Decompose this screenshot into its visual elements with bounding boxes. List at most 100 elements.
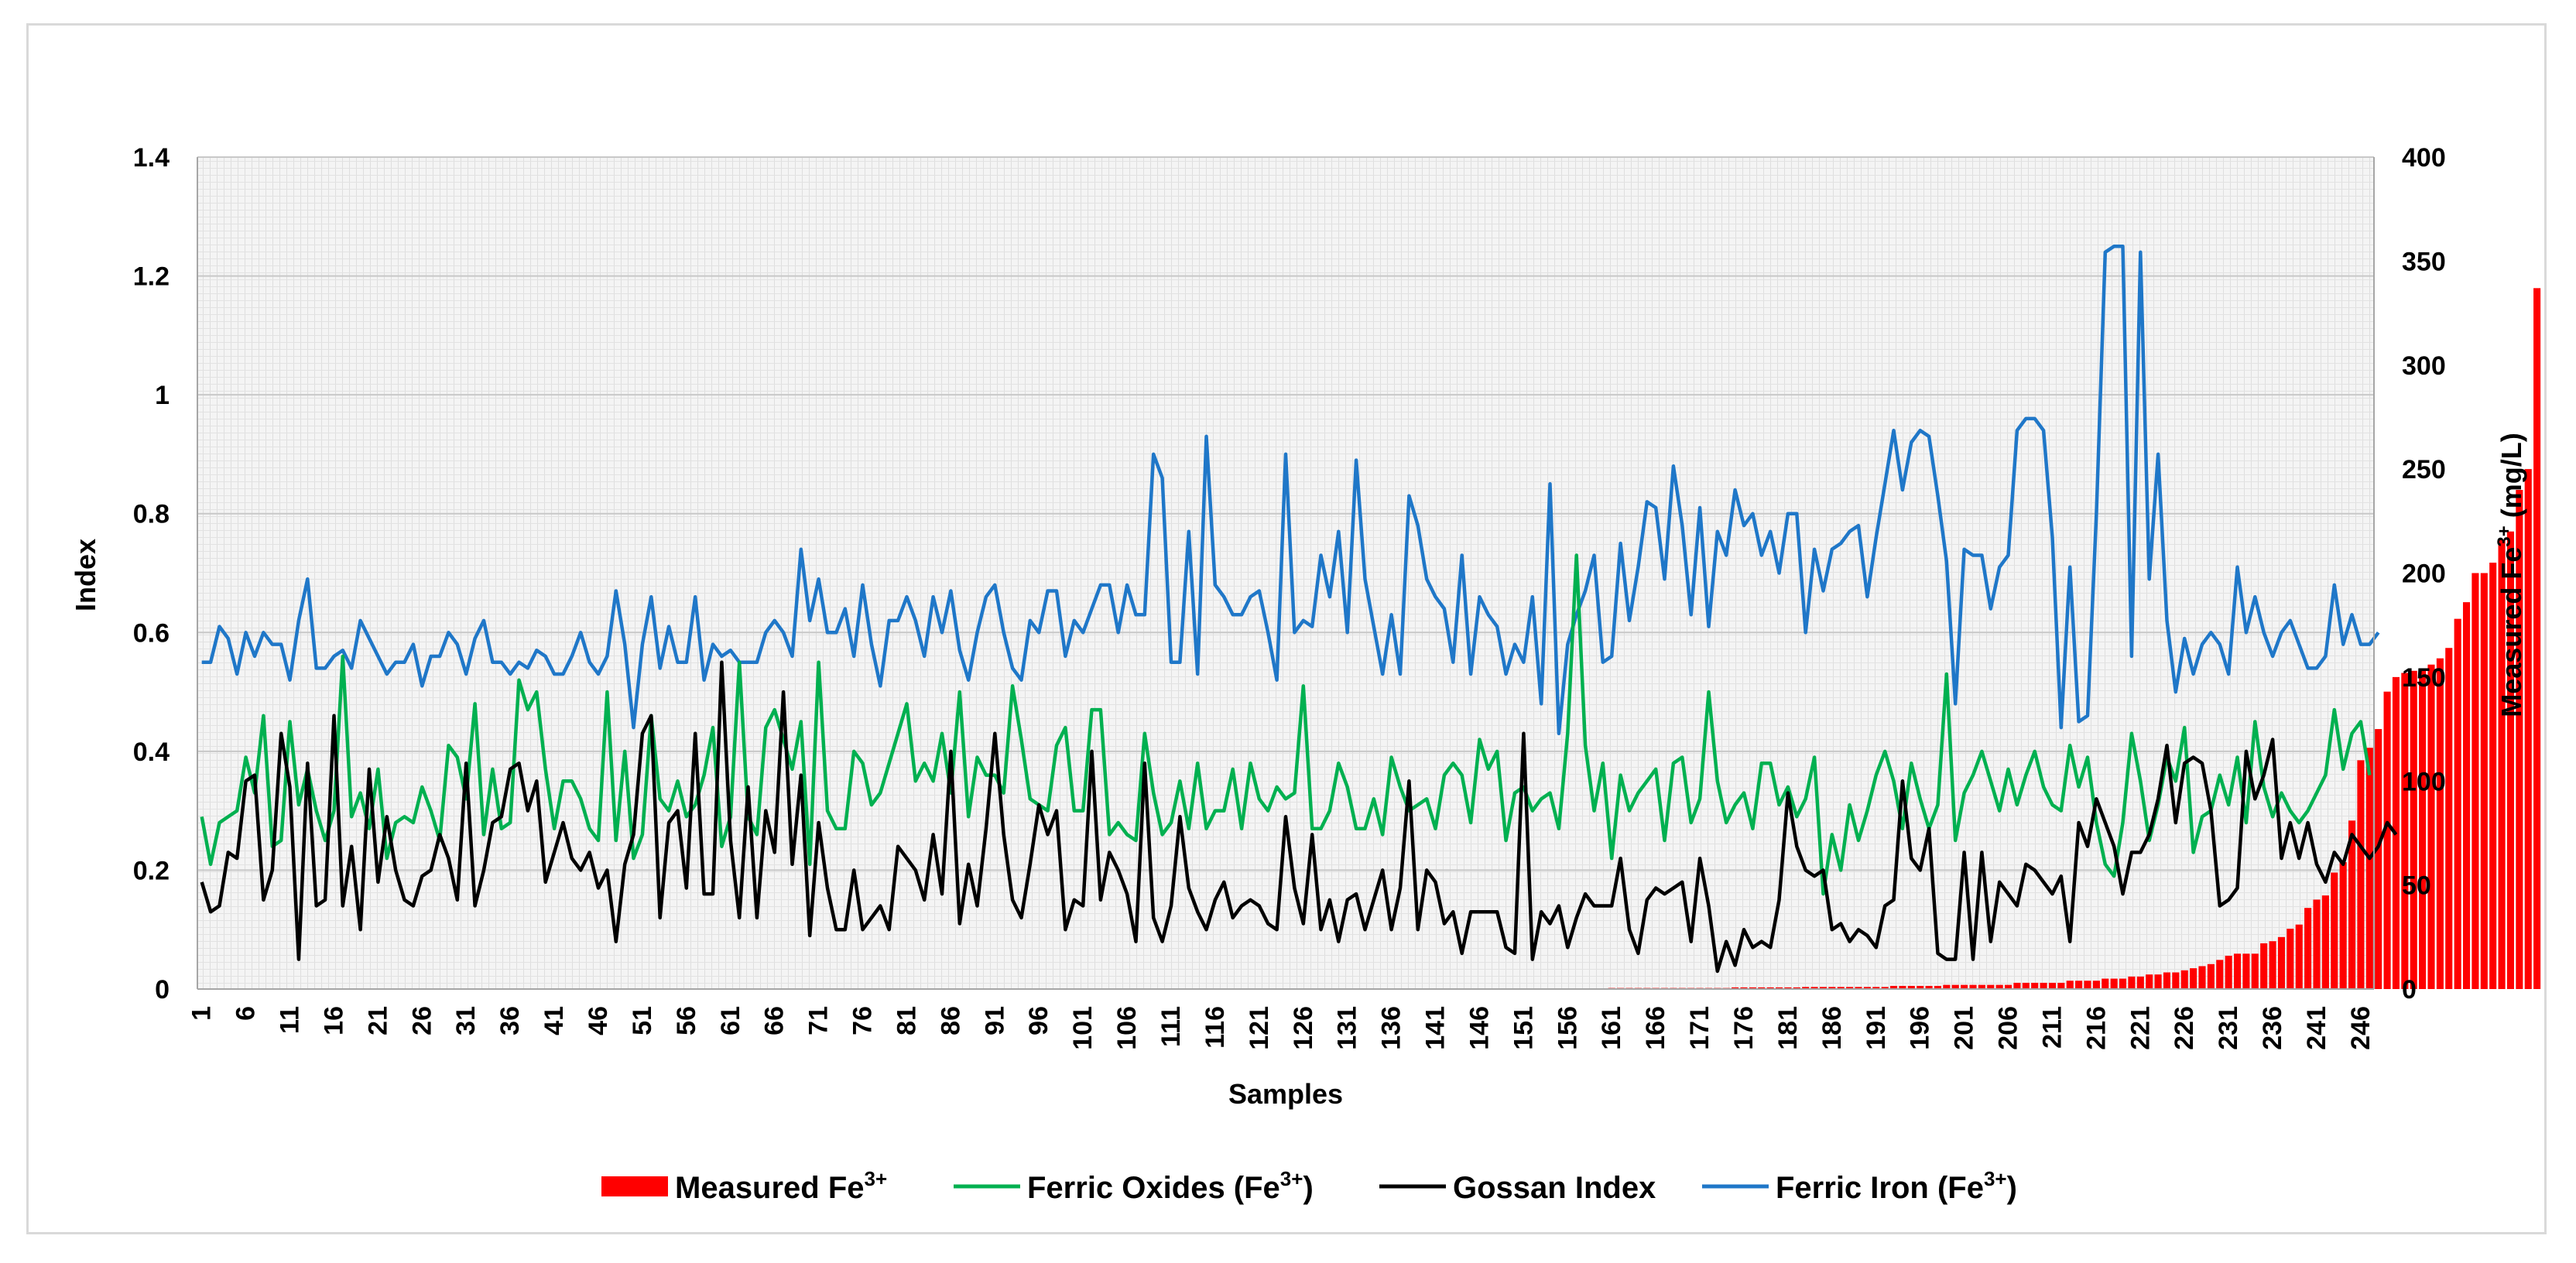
bar-sample-198	[1934, 985, 1942, 989]
bar-sample-209	[2031, 982, 2039, 989]
bar-sample-242	[2321, 895, 2329, 989]
y2-title-units: (mg/L)	[2496, 433, 2527, 525]
y2-tick-label: 350	[2402, 247, 2446, 276]
bar-sample-196	[1917, 985, 1924, 989]
bar-sample-231	[2225, 956, 2232, 989]
x-tick-label: 201	[1950, 1006, 1979, 1050]
x-tick-label: 16	[320, 1006, 349, 1035]
x-tick-label: 21	[363, 1006, 392, 1035]
y-tick-label: 0.2	[133, 856, 170, 885]
bar-sample-234	[2251, 953, 2259, 989]
series-line-gossan-index	[200, 660, 2398, 974]
bar-sample-226	[2180, 970, 2188, 989]
bar-sample-263	[2506, 531, 2515, 989]
bar-sample-191	[1872, 987, 1880, 989]
y2-tick-label: 300	[2402, 351, 2446, 381]
x-tick-label: 151	[1509, 1006, 1538, 1050]
x-tick-label: 91	[980, 1006, 1009, 1035]
x-tick-label: 236	[2258, 1006, 2287, 1050]
bar-sample-252	[2410, 670, 2417, 989]
bar-sample-258	[2462, 602, 2471, 989]
legend: Measured Fe3+ Ferric Oxides (Fe3+) Gossa…	[601, 1167, 2017, 1205]
bar-sample-221	[2136, 976, 2144, 989]
bar-sample-243	[2331, 872, 2338, 989]
x-tick-label: 6	[231, 1006, 261, 1021]
x-tick-label: 241	[2302, 1006, 2331, 1050]
x-tick-label: 226	[2170, 1006, 2199, 1050]
x-tick-label: 231	[2214, 1006, 2243, 1050]
x-tick-label: 26	[407, 1006, 437, 1035]
x-tick-label: 246	[2346, 1006, 2376, 1050]
x-tick-label: 221	[2126, 1006, 2155, 1050]
bar-sample-178	[1758, 987, 1766, 989]
bar-sample-265	[2524, 469, 2532, 989]
bar-sample-239	[2295, 924, 2303, 989]
bar-sample-236	[2269, 941, 2276, 989]
bar-sample-180	[1775, 987, 1783, 989]
bar-sample-264	[2516, 490, 2523, 989]
bar-sample-222	[2146, 974, 2153, 989]
bar-sample-260	[2480, 573, 2488, 989]
y-axis-ticks: 0 0.2 0.4 0.6 0.8 1 1.2 1.4	[133, 143, 170, 1005]
bar-sample-190	[1863, 987, 1871, 989]
bar-sample-181	[1784, 987, 1792, 989]
y2-tick-label: 0	[2402, 975, 2417, 1005]
bar-sample-244	[2339, 862, 2347, 989]
chart-canvas: 0 0.2 0.4 0.6 0.8 1 1.2 1.4 0 50 100 150 200 250 300 3…	[70, 143, 2541, 1205]
bar-sample-224	[2163, 972, 2171, 989]
y-tick-label: 0.8	[133, 500, 170, 529]
bar-sample-176	[1740, 987, 1748, 989]
bar-sample-266	[2533, 288, 2541, 989]
legend-label-ferric-iron: Ferric Iron (Fe3+)	[1776, 1167, 2017, 1205]
x-tick-label: 11	[276, 1006, 305, 1034]
x-tick-label: 191	[1862, 1006, 1891, 1050]
bar-sample-188	[1846, 987, 1854, 989]
y2-tick-label: 150	[2402, 663, 2446, 693]
bar-sample-229	[2207, 964, 2215, 989]
bar-sample-179	[1766, 987, 1774, 989]
x-tick-label: 141	[1421, 1006, 1451, 1050]
bar-sample-186	[1828, 987, 1836, 989]
bar-sample-193	[1889, 985, 1898, 989]
bar-sample-200	[1951, 984, 1959, 989]
y2-tick-label: 100	[2402, 767, 2446, 796]
x-tick-label: 86	[936, 1006, 965, 1035]
x-tick-label: 36	[495, 1006, 525, 1035]
x-tick-label: 81	[892, 1006, 922, 1035]
y-tick-label: 1.4	[133, 143, 170, 173]
bar-sample-262	[2498, 539, 2506, 989]
legend-label-gossan-index: Gossan Index	[1453, 1171, 1656, 1205]
bar-sample-203	[1978, 984, 1985, 989]
x-tick-label: 126	[1289, 1006, 1318, 1050]
x-axis-ticks: 1 6 11 16 21 26 31 36 41 46 51 56 61 66 71 76 81 86 91 96 10…	[187, 1006, 2376, 1050]
y2-tick-label: 400	[2402, 143, 2446, 173]
x-tick-label: 41	[540, 1006, 569, 1035]
x-tick-label: 211	[2038, 1006, 2067, 1049]
x-tick-label: 121	[1245, 1006, 1274, 1050]
bar-sample-192	[1881, 987, 1889, 989]
bar-sample-254	[2427, 664, 2435, 989]
y2-axis-ticks: 0 50 100 150 200 250 300 350 400	[2402, 143, 2446, 1005]
bar-sample-187	[1837, 987, 1845, 989]
bar-sample-238	[2287, 929, 2294, 989]
bar-sample-202	[1969, 984, 1977, 989]
bar-sample-245	[2348, 820, 2356, 989]
plot-minor-grid	[197, 157, 2374, 989]
bar-sample-227	[2190, 968, 2197, 989]
bar-sample-185	[1819, 987, 1828, 989]
bar-sample-214	[2075, 981, 2083, 989]
y2-tick-label: 250	[2402, 455, 2446, 484]
bar-sample-210	[2040, 982, 2047, 989]
x-tick-label: 96	[1024, 1006, 1053, 1035]
y2-title-sup: 3+	[2494, 525, 2515, 546]
bar-sample-247	[2365, 748, 2373, 989]
x-tick-label: 186	[1817, 1006, 1847, 1050]
bar-sample-211	[2048, 982, 2057, 989]
bar-sample-219	[2119, 978, 2127, 989]
bar-sample-261	[2489, 563, 2497, 989]
x-tick-label: 56	[672, 1006, 701, 1035]
bar-sample-189	[1855, 987, 1862, 989]
x-tick-label: 31	[451, 1006, 481, 1035]
bar-sample-230	[2216, 960, 2224, 989]
x-tick-label: 161	[1597, 1006, 1626, 1050]
